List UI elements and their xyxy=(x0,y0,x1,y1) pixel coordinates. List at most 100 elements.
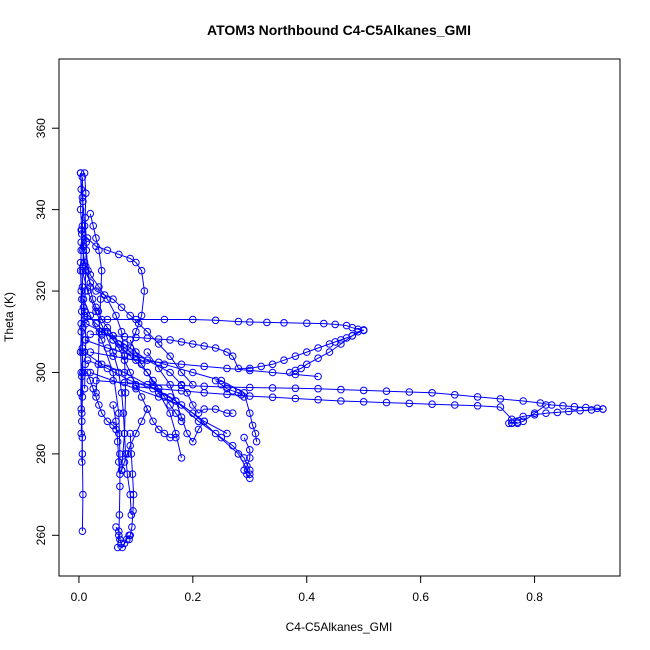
data-point xyxy=(542,409,550,418)
series-line xyxy=(243,437,251,479)
series-line xyxy=(84,351,251,475)
data-point xyxy=(246,454,254,462)
data-point xyxy=(280,319,288,327)
data-point xyxy=(113,437,122,446)
data-point xyxy=(86,330,95,339)
data-point xyxy=(129,507,137,515)
data-point xyxy=(337,340,345,348)
data-point xyxy=(154,425,163,434)
data-point xyxy=(177,413,186,422)
data-point xyxy=(117,466,126,475)
data-point xyxy=(121,389,130,397)
data-point xyxy=(189,380,197,389)
data-point xyxy=(513,418,522,426)
data-point xyxy=(79,368,87,377)
data-point xyxy=(103,417,112,426)
series-line xyxy=(81,270,132,515)
data-point xyxy=(96,295,105,304)
data-point xyxy=(348,323,357,332)
data-point xyxy=(359,398,368,406)
data-point xyxy=(80,348,89,356)
data-point xyxy=(194,425,203,434)
data-point xyxy=(166,409,174,418)
data-series xyxy=(211,376,248,401)
data-point xyxy=(117,389,126,397)
data-point xyxy=(115,511,124,519)
data-point xyxy=(314,384,322,393)
data-point xyxy=(303,360,311,369)
data-point xyxy=(194,417,203,426)
data-point xyxy=(320,319,328,328)
data-point xyxy=(89,384,97,393)
data-point xyxy=(117,303,126,312)
data-series xyxy=(132,382,607,424)
data-point xyxy=(127,511,136,519)
data-point xyxy=(268,368,277,377)
data-point xyxy=(103,344,112,352)
data-series xyxy=(83,356,254,475)
data-point xyxy=(291,394,300,403)
data-series xyxy=(76,258,87,466)
data-point xyxy=(109,352,117,361)
data-point xyxy=(248,421,257,430)
data-point xyxy=(297,364,305,373)
data-point xyxy=(89,222,97,230)
data-point xyxy=(154,393,163,401)
data-point xyxy=(132,327,140,336)
data-point xyxy=(123,535,131,544)
data-point xyxy=(76,169,85,177)
data-point xyxy=(451,391,459,399)
data-point xyxy=(78,458,86,466)
series-line xyxy=(80,262,83,463)
data-point xyxy=(166,368,174,377)
data-point xyxy=(496,395,505,403)
data-point xyxy=(77,429,85,438)
data-point xyxy=(177,381,186,390)
data-point xyxy=(126,348,134,356)
data-point xyxy=(132,429,140,438)
data-point xyxy=(508,419,516,427)
data-point xyxy=(172,429,180,438)
series-line xyxy=(85,323,233,414)
y-tick-label: 360 xyxy=(34,118,48,138)
data-point xyxy=(95,327,104,336)
data-point xyxy=(160,429,169,438)
data-point xyxy=(92,234,100,242)
data-point xyxy=(119,409,128,418)
data-point xyxy=(86,271,95,279)
data-point xyxy=(77,405,85,413)
data-point xyxy=(200,417,208,426)
data-series xyxy=(86,348,322,381)
data-point xyxy=(82,336,90,344)
data-point xyxy=(166,433,174,442)
data-point xyxy=(177,360,186,369)
data-point xyxy=(211,405,220,413)
series-line xyxy=(84,319,364,331)
series-line xyxy=(80,242,127,471)
data-point xyxy=(118,543,126,552)
data-point xyxy=(126,311,134,320)
data-point xyxy=(291,352,300,361)
data-point xyxy=(405,399,414,408)
data-point xyxy=(172,409,180,418)
data-point xyxy=(115,429,123,438)
data-point xyxy=(79,323,87,332)
data-point xyxy=(115,344,123,352)
data-point xyxy=(120,378,129,387)
data-point xyxy=(116,482,124,491)
data-point xyxy=(519,412,528,421)
data-point xyxy=(137,311,146,320)
data-point xyxy=(125,531,133,540)
data-series xyxy=(78,230,149,352)
data-point xyxy=(109,368,117,377)
data-series xyxy=(112,523,133,552)
data-point xyxy=(84,266,92,275)
data-point xyxy=(160,315,169,324)
data-point xyxy=(94,360,103,369)
data-point xyxy=(97,336,106,344)
data-point xyxy=(303,348,311,356)
data-point xyxy=(82,189,90,198)
data-point xyxy=(382,387,391,396)
data-point xyxy=(78,372,86,381)
data-series xyxy=(80,315,368,335)
